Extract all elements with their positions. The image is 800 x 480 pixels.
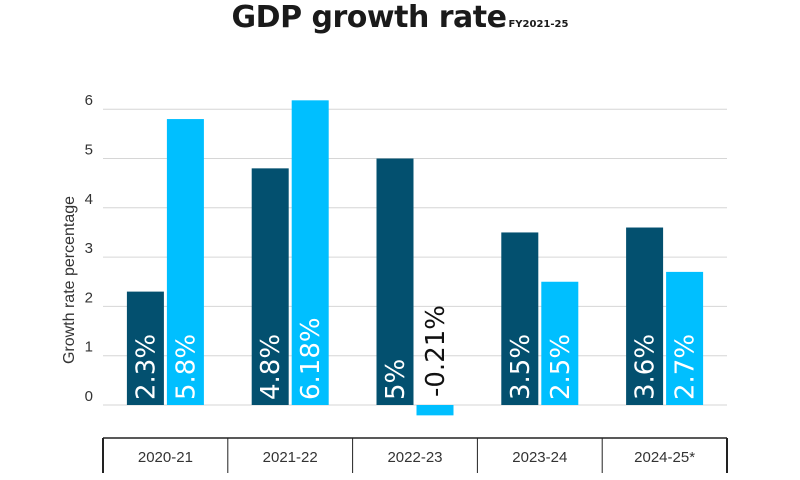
bar [291, 100, 329, 406]
y-tick-label: 3 [85, 240, 93, 257]
y-tick-label: 2 [85, 289, 93, 306]
x-tick-label: 2023-24 [512, 449, 567, 466]
data-label: 4.8% [256, 334, 286, 400]
x-tick-label: 2021-22 [263, 449, 318, 466]
data-label: 2.3% [131, 334, 161, 400]
x-tick-label: 2024-25* [634, 449, 695, 466]
bar [126, 291, 164, 405]
y-tick-label: 1 [85, 339, 93, 356]
data-label: 5.8% [171, 334, 201, 400]
data-label: 2.5% [546, 334, 576, 400]
bar [251, 168, 289, 405]
y-tick-label: 0 [85, 388, 93, 405]
data-label: 5% [381, 359, 411, 400]
data-label: -0.21% [421, 305, 451, 397]
data-label: 6.18% [296, 317, 326, 400]
y-tick-label: 5 [85, 142, 93, 159]
bar [541, 281, 579, 405]
data-label: 2.7% [671, 334, 701, 400]
x-tick-label: 2022-23 [387, 449, 442, 466]
x-tick-label: 2020-21 [138, 449, 193, 466]
bar [376, 158, 414, 405]
bar [166, 119, 204, 405]
data-label: 3.5% [506, 334, 536, 400]
bar [416, 405, 454, 416]
y-tick-label: 4 [85, 191, 93, 208]
chart-title: GDP growth rate [231, 0, 507, 35]
bar [666, 271, 704, 405]
y-tick-label: 6 [85, 92, 93, 109]
chart-title-block: GDP growth rate FY2021-25 [0, 0, 800, 52]
data-label: 3.6% [631, 334, 661, 400]
bar [626, 227, 664, 405]
bar [501, 232, 539, 405]
chart-subtitle: FY2021-25 [508, 19, 569, 30]
